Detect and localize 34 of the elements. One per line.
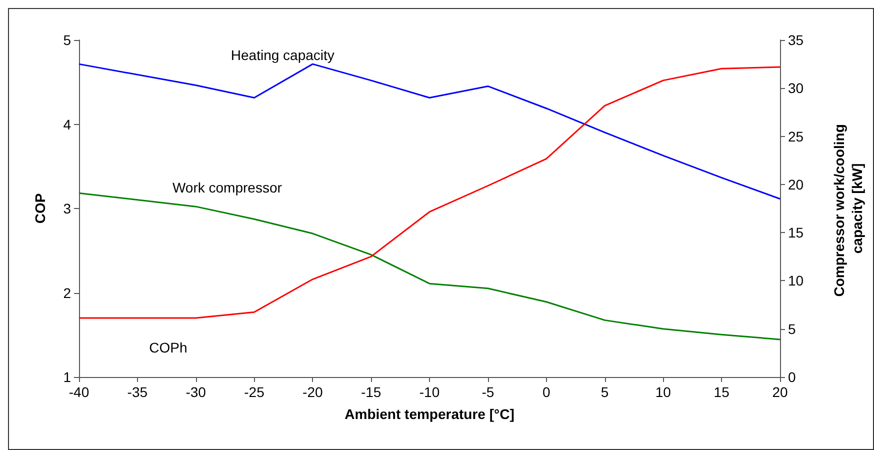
y2-axis-title: Compressor work/cooling capacity [kW] <box>831 120 865 297</box>
x-axis-title: Ambient temperature [°C] <box>344 406 514 422</box>
y2-tick-label: 5 <box>788 320 796 337</box>
x-tick-label: 5 <box>600 384 609 400</box>
x-tick-label: 0 <box>542 384 550 400</box>
series-label: COPh <box>149 340 188 356</box>
y-tick-label: 1 <box>63 369 72 385</box>
y2-tick-label: 20 <box>788 176 804 192</box>
x-tick-label: -35 <box>127 384 148 400</box>
x-tick-label: -40 <box>68 384 90 400</box>
y-tick-label: 3 <box>63 200 72 216</box>
y-tick-label: 4 <box>63 116 72 132</box>
y2-tick-label: 35 <box>788 32 804 48</box>
x-tick-label: 15 <box>714 384 730 400</box>
y-tick-label: 5 <box>63 32 72 48</box>
x-tick-label: -20 <box>302 384 323 400</box>
x-tick-label: 20 <box>772 384 788 400</box>
y2-tick-label: 15 <box>788 224 804 241</box>
x-tick-label: -30 <box>186 384 206 400</box>
y2-tick-label: 30 <box>788 80 804 96</box>
series-label: Work compressor <box>172 179 282 196</box>
y2-tick-label: 25 <box>788 128 804 144</box>
x-tick-label: 10 <box>655 384 672 400</box>
x-tick-label: -25 <box>244 384 265 400</box>
series-label: Heating capacity <box>230 47 334 64</box>
line-series <box>78 63 781 200</box>
y-axis-title: COP <box>32 193 48 224</box>
x-tick-label: -15 <box>360 384 382 400</box>
x-tick-label: -5 <box>482 384 494 400</box>
x-tick-label: -10 <box>419 384 440 400</box>
y2-tick-label: 10 <box>788 272 804 289</box>
y2-tick-label: 0 <box>788 369 796 385</box>
line-series <box>78 66 781 319</box>
y-tick-label: 2 <box>63 284 72 301</box>
